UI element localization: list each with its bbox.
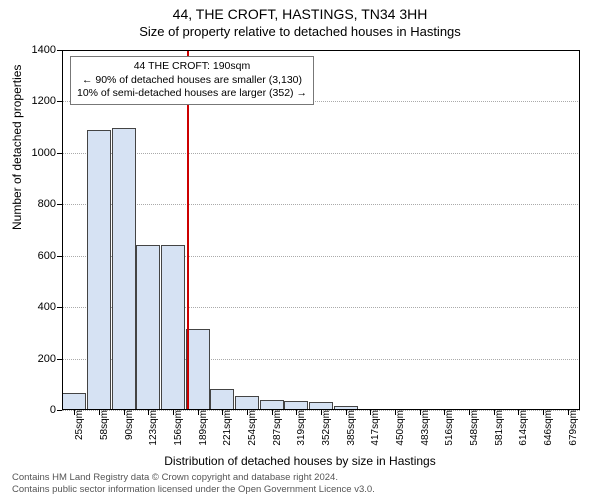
annotation-line3: 10% of semi-detached houses are larger (…	[77, 87, 307, 101]
xtick-label: 90sqm	[120, 410, 135, 440]
axis-line-left	[62, 50, 63, 410]
histogram-bar	[186, 329, 210, 410]
xtick-label: 450sqm	[391, 410, 406, 446]
xtick-label: 189sqm	[194, 410, 209, 446]
xtick-label: 516sqm	[440, 410, 455, 446]
xtick-label: 123sqm	[144, 410, 159, 446]
xtick-label: 287sqm	[268, 410, 283, 446]
chart-title-address: 44, THE CROFT, HASTINGS, TN34 3HH	[0, 0, 600, 22]
xtick-label: 156sqm	[169, 410, 184, 446]
annotation-line1: 44 THE CROFT: 190sqm	[77, 60, 307, 74]
histogram-bar	[235, 396, 259, 410]
histogram-bar	[210, 389, 234, 410]
xtick-label: 254sqm	[243, 410, 258, 446]
axis-line-bottom	[62, 409, 580, 410]
x-axis-label: Distribution of detached houses by size …	[0, 454, 600, 468]
annotation-box: 44 THE CROFT: 190sqm ← 90% of detached h…	[70, 56, 314, 105]
xtick-label: 581sqm	[490, 410, 505, 446]
xtick-label: 614sqm	[514, 410, 529, 446]
xtick-label: 679sqm	[564, 410, 579, 446]
axis-line-right	[579, 50, 580, 410]
footer: Contains HM Land Registry data © Crown c…	[12, 472, 375, 496]
xtick-label: 221sqm	[218, 410, 233, 446]
xtick-label: 646sqm	[539, 410, 554, 446]
footer-line2: Contains public sector information licen…	[12, 484, 375, 496]
gridline	[62, 204, 580, 205]
gridline	[62, 153, 580, 154]
histogram-bar	[136, 245, 160, 410]
annotation-line2: ← 90% of detached houses are smaller (3,…	[77, 74, 307, 88]
histogram-bar	[112, 128, 136, 410]
histogram-bar	[87, 130, 111, 410]
xtick-label: 385sqm	[342, 410, 357, 446]
xtick-label: 352sqm	[317, 410, 332, 446]
y-axis-label: Number of detached properties	[10, 65, 24, 230]
xtick-label: 25sqm	[70, 410, 85, 440]
chart-subtitle: Size of property relative to detached ho…	[0, 22, 600, 39]
plot-area: 020040060080010001200140025sqm58sqm90sqm…	[62, 50, 580, 410]
histogram-bar	[62, 393, 86, 410]
xtick-label: 417sqm	[366, 410, 381, 446]
xtick-label: 483sqm	[416, 410, 431, 446]
footer-line1: Contains HM Land Registry data © Crown c…	[12, 472, 375, 484]
xtick-label: 319sqm	[292, 410, 307, 446]
xtick-label: 548sqm	[465, 410, 480, 446]
histogram-bar	[161, 245, 185, 410]
axis-line-top	[62, 50, 580, 51]
ytick-mark	[57, 410, 62, 411]
xtick-label: 58sqm	[95, 410, 110, 440]
